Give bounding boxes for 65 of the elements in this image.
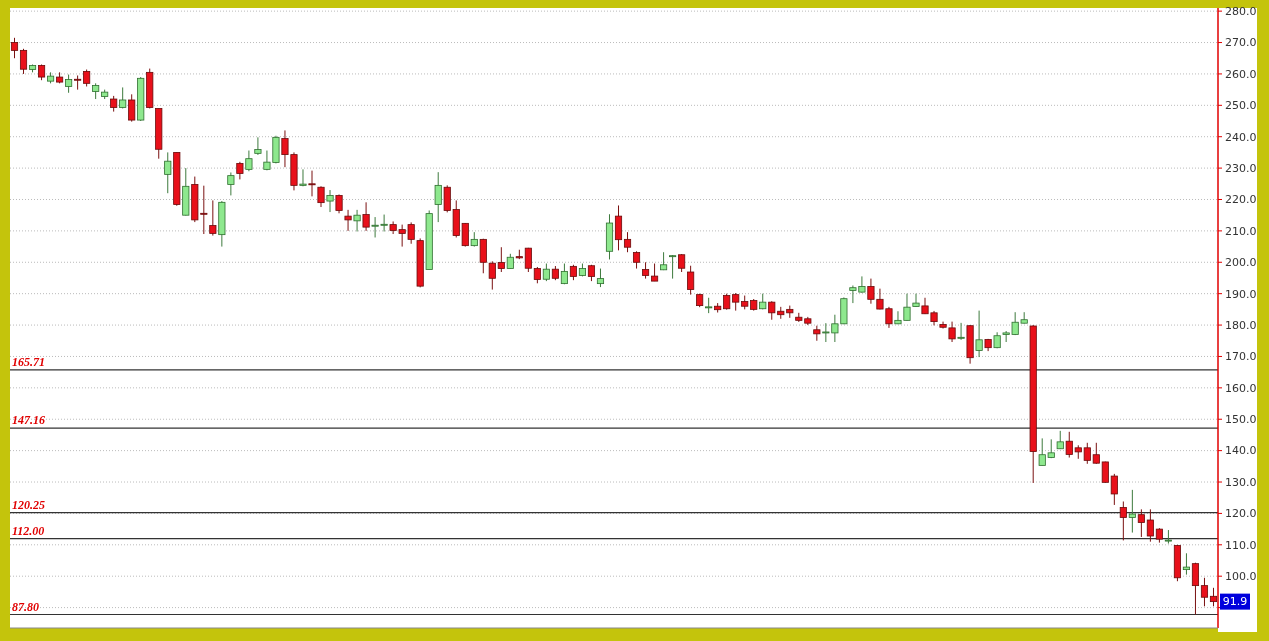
candlestick <box>209 199 217 237</box>
candlestick <box>326 189 334 213</box>
ref-line-label: 87.80 <box>12 599 39 614</box>
candlestick <box>299 168 307 187</box>
ref-line-label: 165.71 <box>12 354 45 369</box>
candlestick <box>524 247 532 273</box>
candlestick <box>164 151 172 194</box>
candlestick <box>74 74 82 91</box>
y-tick-label: 150.0 <box>1225 413 1257 427</box>
candlestick <box>335 193 343 214</box>
candlestick <box>128 93 136 123</box>
candlestick <box>479 238 487 274</box>
candlestick <box>344 209 352 232</box>
y-tick-label: 190.0 <box>1225 287 1257 301</box>
candlestick <box>1182 552 1190 576</box>
candlestick <box>975 310 983 358</box>
y-tick-label: 210.0 <box>1225 224 1257 238</box>
ref-line-label: 147.16 <box>12 413 45 428</box>
candlestick <box>254 136 262 156</box>
y-tick-label: 160.0 <box>1225 381 1257 395</box>
y-tick-label: 260.0 <box>1225 67 1257 81</box>
candlestick <box>614 204 623 251</box>
y-tick-label: 270.0 <box>1225 36 1257 50</box>
y-tick-label: 100.0 <box>1225 570 1257 584</box>
candlestick <box>1146 508 1154 543</box>
y-tick-label: 240.0 <box>1225 130 1257 144</box>
y-tick-label: 230.0 <box>1225 161 1257 175</box>
y-tick-label: 120.0 <box>1225 507 1257 521</box>
annotation: 91.9 <box>1222 595 1248 609</box>
ref-line-label: 112.00 <box>12 523 45 538</box>
y-tick-label: 110.0 <box>1225 538 1257 552</box>
candlestick <box>227 172 235 196</box>
candlestick <box>1101 461 1109 484</box>
candlestick <box>245 150 253 172</box>
candlestick <box>912 293 920 308</box>
candlestick <box>596 268 605 288</box>
candlestick <box>353 209 361 233</box>
candlestick <box>19 48 28 75</box>
candlestick <box>362 201 370 232</box>
candlestick <box>10 37 19 59</box>
candlestick <box>1200 577 1209 607</box>
y-tick-label: 140.0 <box>1225 444 1257 458</box>
y-tick-label: 200.0 <box>1225 256 1257 270</box>
candlestick <box>687 265 695 296</box>
candlestick <box>488 260 496 291</box>
candlestick <box>623 231 632 253</box>
candlestick <box>317 185 325 208</box>
candlestick <box>1119 500 1127 541</box>
candlestick <box>65 74 73 94</box>
y-tick-label: 280.0 <box>1225 4 1257 18</box>
candlestick <box>497 246 505 273</box>
y-tick-label: 250.0 <box>1225 99 1257 113</box>
candlestick <box>957 322 965 341</box>
y-tick-label: 180.0 <box>1225 318 1257 332</box>
candlestick <box>1128 489 1136 534</box>
candlestick <box>1191 562 1200 615</box>
candlestick <box>308 170 316 197</box>
ref-line-label: 120.25 <box>12 497 45 512</box>
candlestick <box>1110 473 1118 506</box>
candlestick <box>669 254 677 280</box>
candlestick <box>1137 508 1145 538</box>
y-tick-label: 220.0 <box>1225 193 1257 207</box>
y-tick-label: 170.0 <box>1225 350 1257 364</box>
y-tick-label: 130.0 <box>1225 475 1257 489</box>
candlestick <box>434 171 442 223</box>
